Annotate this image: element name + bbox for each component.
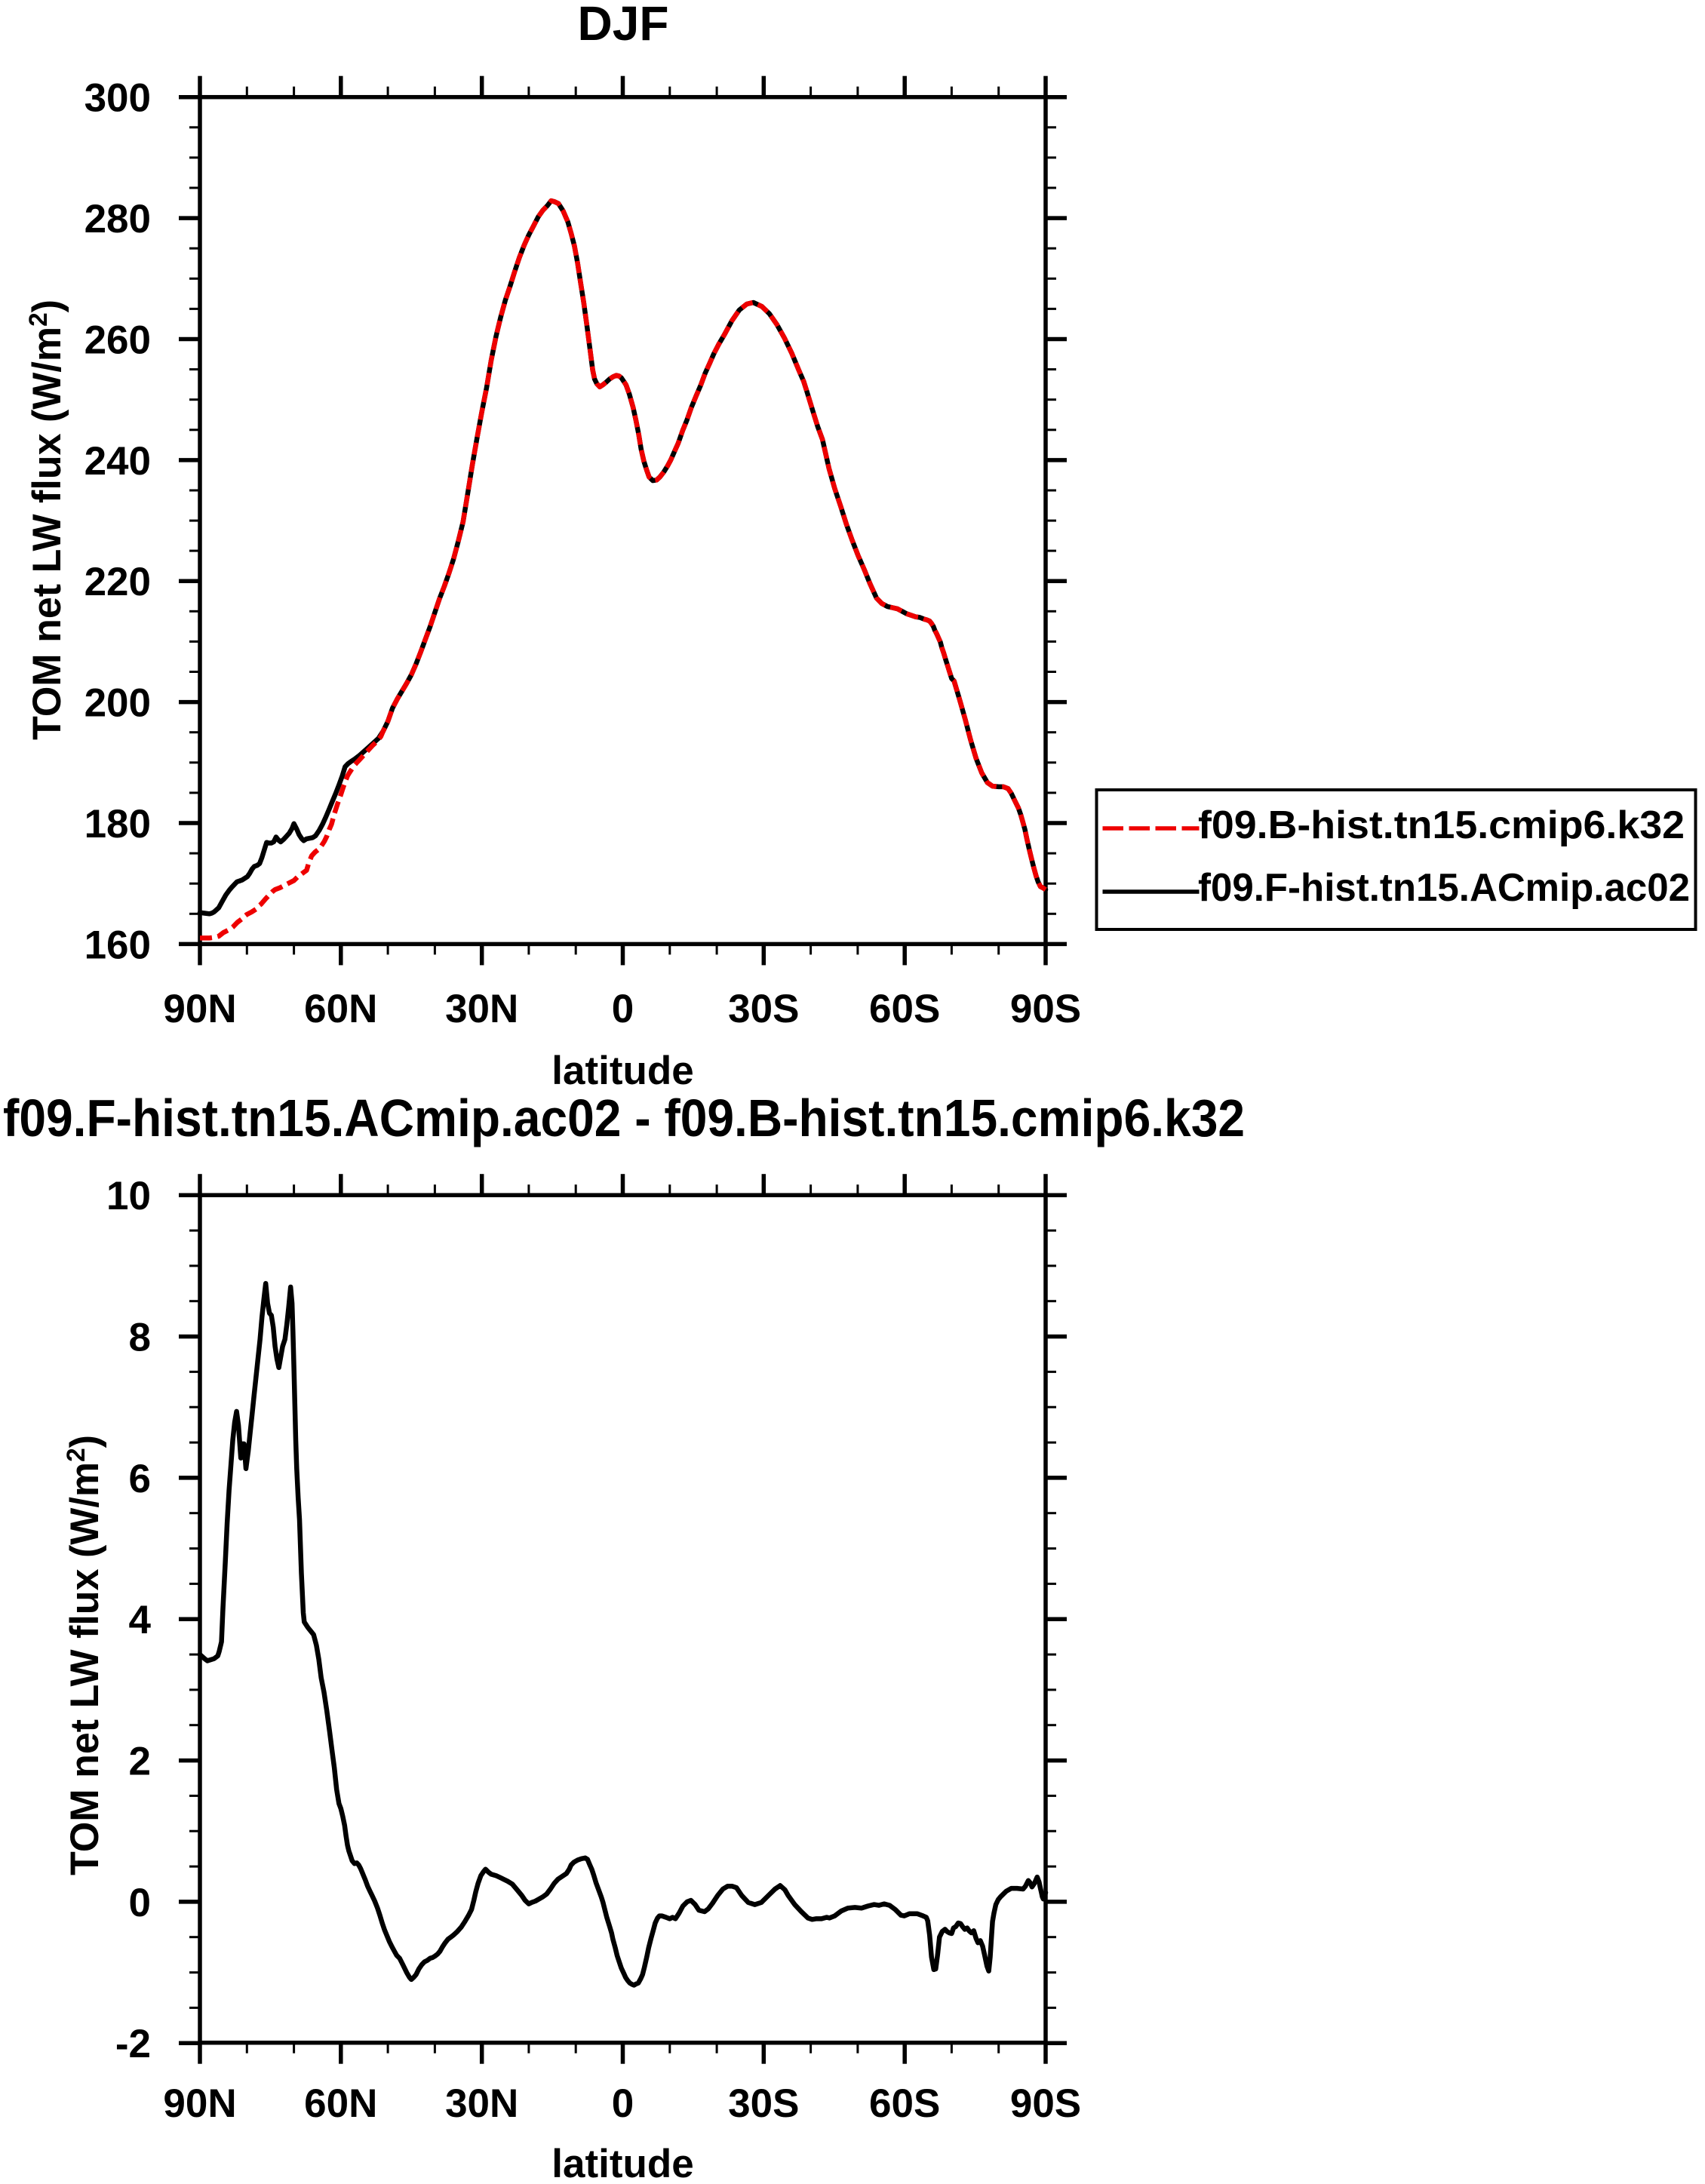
svg-text:latitude: latitude [551,1049,693,1093]
svg-text:TOM net LW flux (W/m2): TOM net LW flux (W/m2) [62,1435,107,1875]
svg-text:0: 0 [612,987,634,1031]
svg-text:200: 200 [84,681,151,726]
svg-text:f09.F-hist.tn15.ACmip.ac02: f09.F-hist.tn15.ACmip.ac02 [1198,866,1690,910]
svg-text:TOM net LW flux (W/m2): TOM net LW flux (W/m2) [24,299,69,740]
svg-text:6: 6 [129,1457,151,1501]
svg-text:240: 240 [84,439,151,484]
svg-text:30N: 30N [445,2081,518,2126]
svg-text:2: 2 [129,1740,151,1784]
svg-text:90S: 90S [1010,2081,1081,2126]
svg-text:60N: 60N [304,2081,377,2126]
svg-text:30S: 30S [728,987,799,1031]
svg-text:180: 180 [84,802,151,846]
svg-text:220: 220 [84,560,151,604]
svg-text:4: 4 [129,1598,152,1642]
svg-text:260: 260 [84,318,151,363]
svg-text:30S: 30S [728,2081,799,2126]
svg-text:60N: 60N [304,987,377,1031]
svg-text:10: 10 [106,1174,151,1218]
svg-text:90N: 90N [163,987,236,1031]
svg-text:DJF: DJF [578,0,669,51]
svg-text:f09.F-hist.tn15.ACmip.ac02 - f: f09.F-hist.tn15.ACmip.ac02 - f09.B-hist.… [3,1089,1245,1147]
svg-text:0: 0 [129,1881,151,1925]
svg-text:90S: 90S [1010,987,1081,1031]
svg-text:latitude: latitude [551,2142,693,2184]
svg-text:160: 160 [84,923,151,967]
svg-text:0: 0 [612,2081,634,2126]
svg-text:90N: 90N [163,2081,236,2126]
svg-text:-2: -2 [115,2022,151,2066]
svg-text:8: 8 [129,1316,151,1360]
svg-text:300: 300 [84,76,151,121]
svg-text:280: 280 [84,197,151,241]
svg-text:30N: 30N [445,987,518,1031]
svg-text:60S: 60S [869,2081,940,2126]
svg-text:f09.B-hist.tn15.cmip6.k32: f09.B-hist.tn15.cmip6.k32 [1198,803,1685,847]
svg-text:60S: 60S [869,987,940,1031]
